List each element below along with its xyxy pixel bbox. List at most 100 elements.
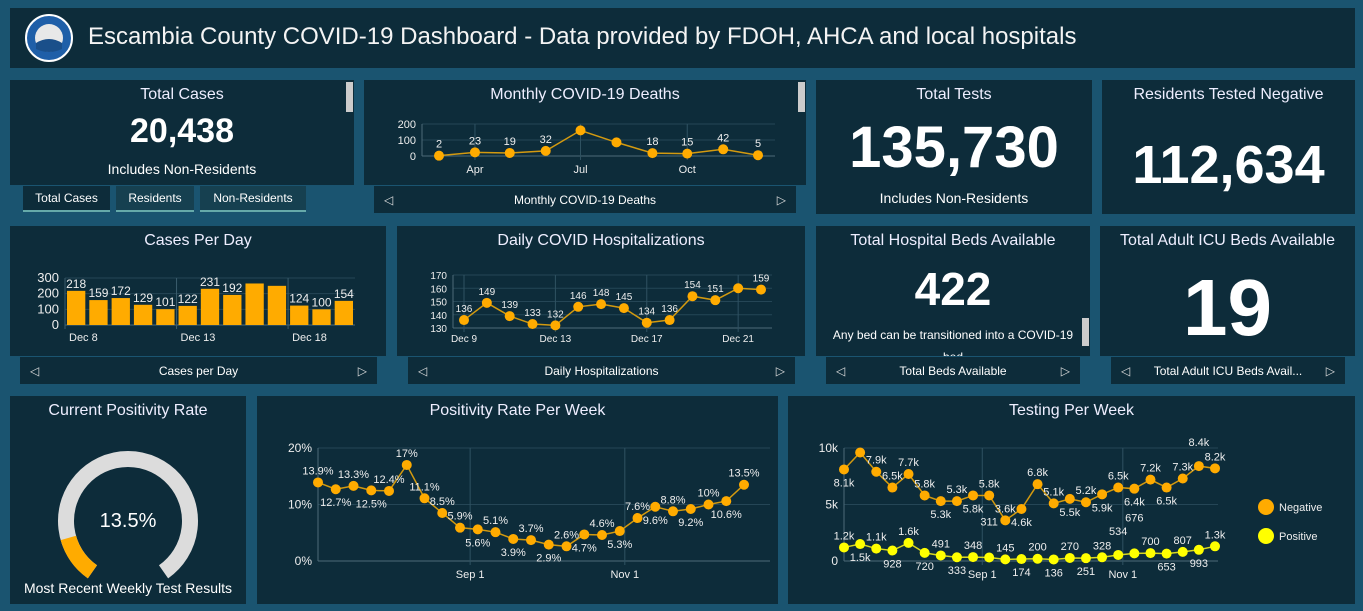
panel-title: Total Hospital Beds Available bbox=[850, 232, 1056, 249]
data-label: 133 bbox=[524, 308, 541, 319]
data-label: 328 bbox=[1093, 540, 1111, 552]
x-tick-label: Dec 17 bbox=[631, 334, 663, 345]
panel-title: Total Tests bbox=[916, 86, 992, 103]
data-point bbox=[504, 311, 515, 322]
header: Escambia County COVID-19 Dashboard - Dat… bbox=[10, 8, 1355, 68]
data-point bbox=[561, 541, 572, 552]
x-tick-label: Sep 1 bbox=[968, 569, 997, 581]
data-point bbox=[1177, 546, 1188, 557]
testing-week-panel: Testing Per Week 0 5k 10k Sep 1 Nov 1 8.1k 7.9… bbox=[788, 396, 1355, 604]
data-label: 129 bbox=[133, 291, 153, 305]
data-label: 101 bbox=[155, 295, 175, 309]
data-label: 192 bbox=[222, 281, 242, 295]
scrollbar[interactable] bbox=[798, 82, 805, 112]
data-label: 5.1k bbox=[1043, 486, 1064, 498]
data-label: 5 bbox=[755, 138, 761, 150]
footer-label: Daily Hospitalizations bbox=[544, 363, 659, 378]
data-label: 6.5k bbox=[1156, 496, 1177, 508]
data-point bbox=[579, 529, 590, 540]
total-tests-value: 135,730 bbox=[849, 115, 1059, 180]
data-label: 2.6% bbox=[554, 529, 579, 541]
data-point bbox=[919, 490, 930, 501]
bar bbox=[267, 285, 287, 325]
data-label: 13.9% bbox=[302, 465, 333, 477]
chevron-right-icon[interactable]: ▷ bbox=[775, 363, 785, 378]
tab-total-cases[interactable]: Total Cases bbox=[23, 186, 110, 212]
tab-non-residents[interactable]: Non-Residents bbox=[200, 186, 306, 212]
data-label: 5.9% bbox=[447, 511, 472, 523]
data-point bbox=[650, 501, 661, 512]
chevron-left-icon[interactable]: ◁ bbox=[836, 363, 846, 378]
legend-label: Positive bbox=[1279, 531, 1318, 543]
data-point bbox=[543, 539, 554, 550]
data-label: 7.7k bbox=[898, 457, 919, 469]
data-point bbox=[504, 147, 515, 158]
data-label: 12.4% bbox=[373, 474, 404, 486]
data-label: 8.4k bbox=[1188, 437, 1209, 449]
data-label: 4.6k bbox=[1011, 517, 1032, 529]
monthly-deaths-chart: 0 100 200 Apr Jul Oct 2 23 19 32 18 15 42 5 bbox=[398, 119, 775, 176]
data-point bbox=[984, 552, 995, 563]
data-label: 18 bbox=[646, 136, 658, 148]
data-label: 172 bbox=[111, 284, 131, 298]
data-label: 148 bbox=[593, 288, 610, 299]
footer-label: Cases per Day bbox=[158, 363, 239, 378]
data-label: 15 bbox=[681, 137, 693, 149]
data-label: 23 bbox=[469, 135, 481, 147]
data-label: 100 bbox=[312, 295, 332, 309]
data-label: 200 bbox=[1028, 542, 1046, 554]
panel-title: Total Adult ICU Beds Available bbox=[1120, 232, 1335, 249]
data-label: 8.8% bbox=[660, 494, 685, 506]
data-label: 1.5k bbox=[850, 552, 871, 564]
data-point bbox=[401, 459, 412, 470]
chevron-right-icon[interactable]: ▷ bbox=[1325, 363, 1335, 378]
data-point bbox=[1210, 463, 1220, 474]
y-tick-label: 0% bbox=[295, 554, 313, 568]
chevron-right-icon[interactable]: ▷ bbox=[1060, 363, 1070, 378]
data-label: 10% bbox=[697, 488, 719, 500]
data-label: 159 bbox=[88, 286, 108, 300]
scrollbar[interactable] bbox=[1082, 318, 1089, 346]
chevron-right-icon[interactable]: ▷ bbox=[776, 192, 786, 207]
chevron-right-icon[interactable]: ▷ bbox=[357, 363, 367, 378]
data-label: 134 bbox=[638, 307, 655, 318]
y-tick-label: 0 bbox=[52, 317, 59, 332]
data-label: 174 bbox=[1012, 567, 1030, 579]
chevron-left-icon[interactable]: ◁ bbox=[30, 363, 40, 378]
bar bbox=[200, 288, 220, 325]
series-line bbox=[438, 129, 759, 157]
data-point bbox=[687, 291, 698, 302]
data-point bbox=[1048, 554, 1059, 565]
data-point bbox=[469, 147, 480, 158]
data-label: 5.6% bbox=[465, 537, 490, 549]
data-label: 6.5k bbox=[882, 471, 903, 483]
data-label: 270 bbox=[1061, 541, 1079, 553]
data-label: 5.5k bbox=[1059, 507, 1080, 519]
data-point bbox=[434, 150, 444, 161]
data-label: 122 bbox=[178, 292, 198, 306]
beds-value: 422 bbox=[914, 263, 992, 315]
data-label: 9.2% bbox=[678, 517, 703, 529]
data-point bbox=[951, 496, 962, 507]
data-point bbox=[703, 499, 714, 510]
tab-residents[interactable]: Residents bbox=[116, 186, 194, 212]
data-label: 491 bbox=[932, 538, 950, 550]
data-label: 5.3k bbox=[947, 484, 968, 496]
data-point bbox=[984, 490, 995, 501]
data-point bbox=[855, 539, 866, 550]
y-tick-label: 140 bbox=[430, 311, 447, 322]
chevron-left-icon[interactable]: ◁ bbox=[1121, 363, 1131, 378]
data-point bbox=[526, 535, 536, 546]
footer-label: Total Beds Available bbox=[899, 363, 1007, 378]
chevron-left-icon[interactable]: ◁ bbox=[384, 192, 394, 207]
testing-week-chart: 0 5k 10k Sep 1 Nov 1 8.1k 7.9k 6.5k 7.7k 5.8k 5.3k… bbox=[819, 437, 1323, 581]
data-point bbox=[756, 284, 766, 295]
chevron-left-icon[interactable]: ◁ bbox=[418, 363, 428, 378]
scrollbar[interactable] bbox=[346, 82, 353, 112]
data-label: 807 bbox=[1174, 535, 1192, 547]
data-label: 7.9k bbox=[866, 455, 887, 467]
data-point bbox=[1161, 482, 1172, 493]
data-point bbox=[1193, 544, 1204, 555]
data-point bbox=[1097, 552, 1108, 563]
data-point bbox=[614, 526, 625, 537]
